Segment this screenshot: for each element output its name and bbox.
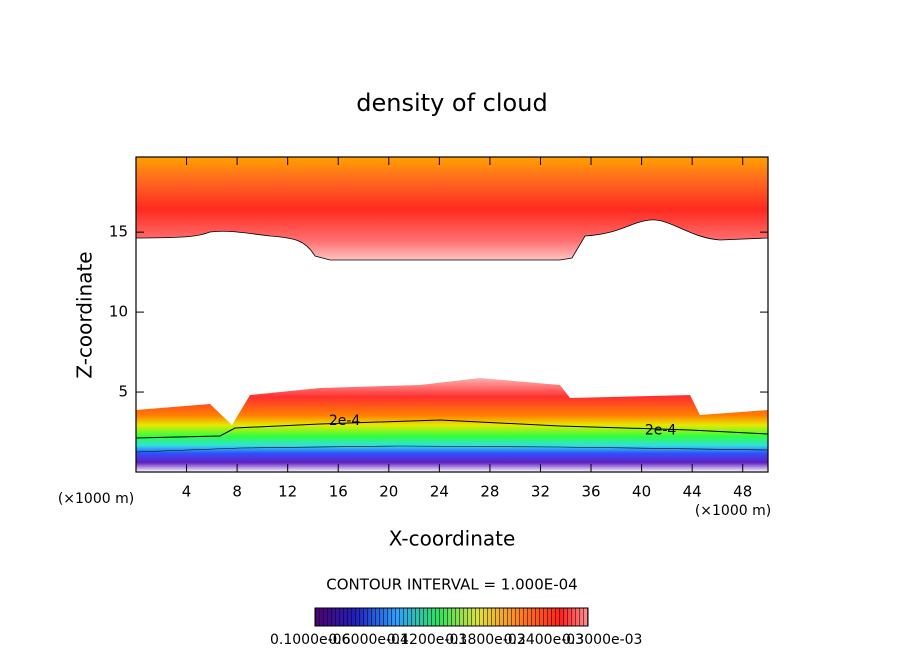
colorbar-label: 0.6000e-04 [328,632,409,648]
y-tick-label: 10 [109,303,128,321]
chart-title: density of cloud [356,89,547,117]
upper-cloud [135,156,769,261]
contour-label: 2e-4 [645,422,677,438]
y-tick-label: 15 [109,223,128,241]
colorbar-frame [314,607,589,627]
x-tick-label: 20 [379,483,398,501]
y-tick-label: 5 [118,383,128,401]
x-tick-label: 28 [480,483,499,501]
colorbar-label: 0.1200e-03 [387,632,467,648]
x-tick-label: 4 [182,483,192,501]
y-axis-label: Z-coordinate [73,251,97,378]
x-tick-label: 8 [232,483,242,501]
lower-cloud [136,378,768,472]
x-tick-label: 12 [278,483,297,501]
colorbar-label: 0.2400e-03 [504,632,584,648]
x-tick-label: 32 [531,483,550,501]
x-tick-label: 44 [683,483,702,501]
colorbar-label: 0.1800e-03 [445,632,525,648]
contour-line [135,445,769,453]
colorbar-label: 0.3000e-03 [562,632,642,648]
plot-frame [135,156,769,473]
x-tick-label: 48 [733,483,752,501]
x-unit: (×1000 m) [58,491,134,507]
x-tick-label: 36 [581,483,600,501]
x-tick-label: 24 [430,483,449,501]
x-tick-label: 40 [632,483,651,501]
x-tick-label: 16 [329,483,348,501]
contour-line [135,419,769,439]
colorbar-label: 0.1000e-06 [270,632,351,648]
contour-interval: CONTOUR INTERVAL = 1.000E-04 [326,576,577,594]
contour-label: 2e-4 [329,413,361,429]
x-unit: (×1000 m) [695,503,771,519]
x-axis-label: X-coordinate [389,527,516,551]
